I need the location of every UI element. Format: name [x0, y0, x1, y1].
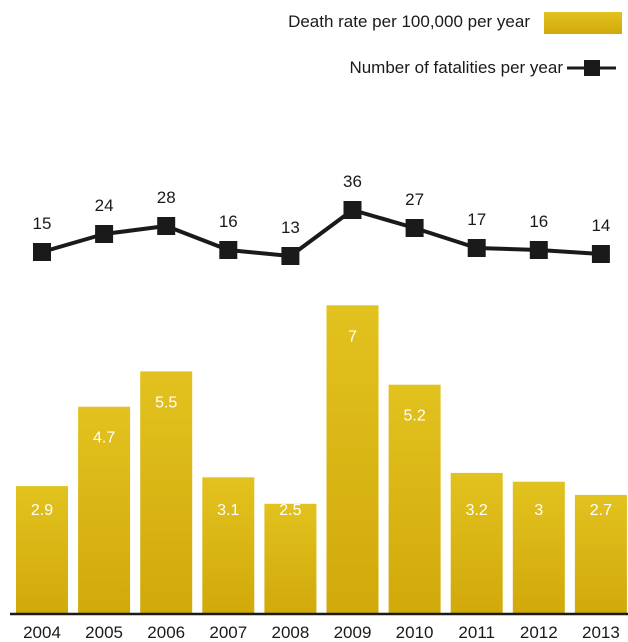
line-value-label-2012: 16: [529, 212, 548, 231]
bar-2009: [326, 305, 379, 614]
bar-value-labels: 2.9 4.7 5.5 3.1 2.5 7 5.2 3.2 3 2.7: [31, 328, 612, 519]
bar-value-label-2007: 3.1: [217, 502, 239, 519]
bar-value-label-2006: 5.5: [155, 394, 177, 411]
x-tick-label-2008: 2008: [271, 623, 309, 642]
line-point-2005: [95, 225, 114, 243]
bar-2006: [140, 371, 193, 614]
x-tick-label-2012: 2012: [520, 623, 558, 642]
bar-2010: [388, 384, 441, 614]
bar-2007: [202, 477, 255, 614]
x-tick-label-2004: 2004: [23, 623, 61, 642]
line-value-label-2013: 14: [591, 216, 610, 235]
bar-value-label-2004: 2.9: [31, 502, 53, 519]
x-tick-label-2010: 2010: [396, 623, 434, 642]
bar-2005: [78, 406, 131, 614]
line-markers: [33, 201, 610, 265]
legend-swatch-bars: [544, 12, 622, 34]
legend-swatch-marker: [584, 60, 600, 76]
line-value-label-2007: 16: [219, 212, 238, 231]
line-point-2010: [405, 219, 424, 237]
bar-value-label-2013: 2.7: [590, 502, 612, 519]
line-value-label-2010: 27: [405, 190, 424, 209]
line-point-2007: [219, 241, 238, 259]
x-tick-label-2005: 2005: [85, 623, 123, 642]
line-point-2008: [281, 247, 300, 265]
line-value-label-2005: 24: [95, 196, 114, 215]
bar-value-label-2011: 3.2: [466, 502, 488, 519]
x-tick-label-2013: 2013: [582, 623, 620, 642]
x-tick-label-2006: 2006: [147, 623, 185, 642]
bar-2011: [450, 472, 503, 614]
fatalities-line: [41, 208, 602, 258]
x-tick-label-2011: 2011: [458, 623, 495, 642]
line-value-label-2008: 13: [281, 218, 300, 237]
bar-value-label-2005: 4.7: [93, 430, 115, 447]
legend: Death rate per 100,000 per year Number o…: [288, 12, 622, 77]
line-value-label-2011: 17: [467, 210, 486, 229]
bar-value-label-2009: 7: [348, 328, 357, 345]
line-point-2004: [33, 243, 51, 261]
bar-2013: [574, 494, 627, 614]
legend-label-bars: Death rate per 100,000 per year: [288, 12, 530, 31]
bar-value-label-2010: 5.2: [403, 408, 425, 425]
line-value-label-2004: 15: [33, 214, 52, 233]
line-point-2006: [157, 217, 176, 235]
line-point-2011: [467, 239, 486, 257]
line-point-2012: [529, 241, 548, 259]
bar-2004: [16, 486, 68, 614]
line-value-label-2009: 36: [343, 172, 362, 191]
line-point-2009: [343, 201, 362, 219]
bar-value-label-2008: 2.5: [279, 502, 301, 519]
bar-2012: [512, 481, 565, 614]
x-tick-label-2007: 2007: [209, 623, 247, 642]
line-value-label-2006: 28: [157, 188, 176, 207]
x-tick-label-2009: 2009: [334, 623, 372, 642]
bar-value-label-2012: 3: [534, 502, 543, 519]
line-value-labels: 15 24 28 16 13 36 27 17 16 14: [33, 172, 611, 237]
x-tick-labels: 2004 2005 2006 2007 2008 2009 2010 2011 2012 2013: [23, 623, 620, 642]
legend-label-line: Number of fatalities per year: [349, 58, 563, 77]
bar-2008: [264, 503, 317, 615]
bar-series: [16, 305, 627, 615]
line-point-2013: [591, 245, 610, 263]
